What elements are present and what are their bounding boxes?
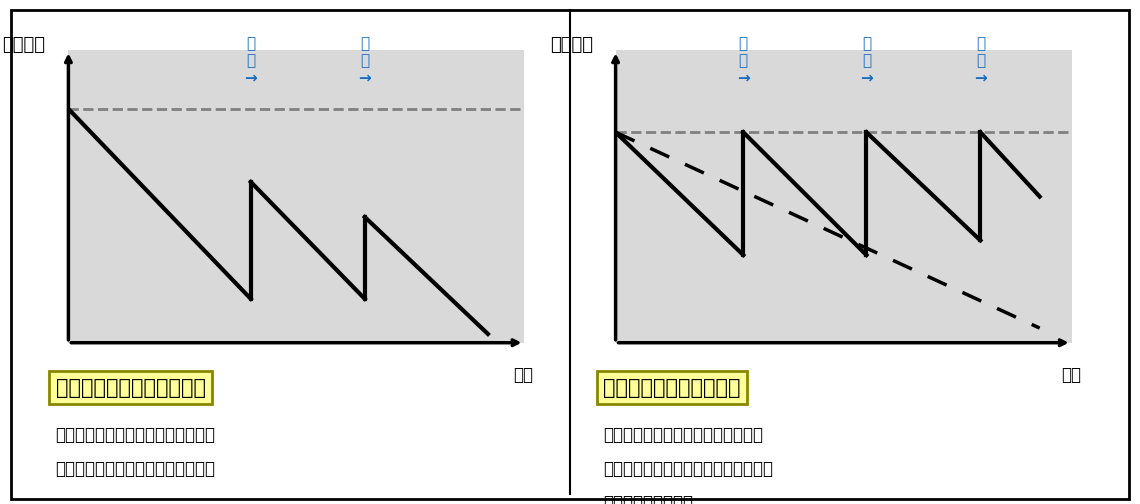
Text: 井戸能力: 井戸能力 (549, 36, 593, 54)
Text: 改
修
→: 改 修 → (244, 36, 258, 86)
Text: 改
修
→: 改 修 → (860, 36, 873, 86)
Text: 改
修
→: 改 修 → (358, 36, 372, 86)
Text: 改
修
→: 改 修 → (736, 36, 750, 86)
Text: 改修時期が適切でない場合: 改修時期が適切でない場合 (56, 377, 205, 398)
Text: 改修のたびに井戸やポンプの能力が: 改修のたびに井戸やポンプの能力が (603, 426, 764, 444)
Text: 改
修
→: 改 修 → (974, 36, 987, 86)
Text: 年数: 年数 (1060, 366, 1081, 384)
Text: 年数: 年数 (513, 366, 534, 384)
Text: 低下してしまうおそれがあります。: 低下してしまうおそれがあります。 (56, 460, 215, 478)
Text: 適切なタイミングで改修: 適切なタイミングで改修 (603, 377, 741, 398)
Text: 回復できないレベルまで井戸能力が: 回復できないレベルまで井戸能力が (56, 426, 215, 444)
Text: 回復し、結果として井戸の寿命を延ば: 回復し、結果として井戸の寿命を延ば (603, 460, 773, 478)
Text: 井戸能力: 井戸能力 (2, 36, 46, 54)
Text: すことになります。: すことになります。 (603, 494, 693, 504)
